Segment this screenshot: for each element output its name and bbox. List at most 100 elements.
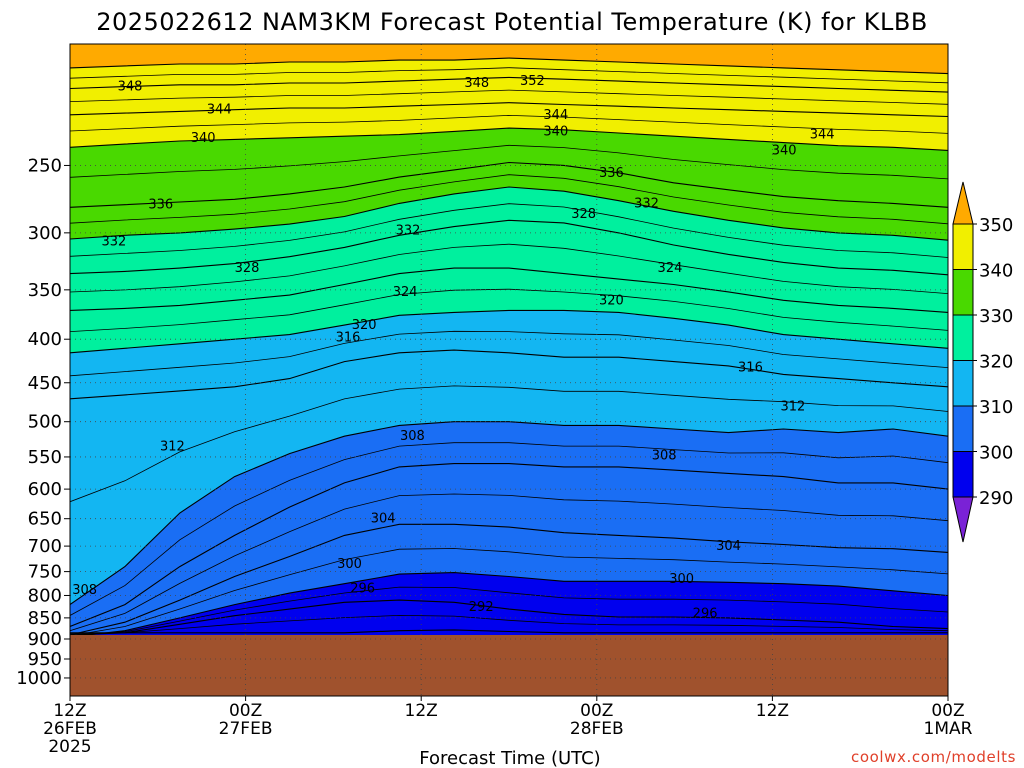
isentrope-330 [70,203,948,258]
isentrope-332 [70,186,948,241]
isentrope-324 [70,267,948,313]
isentrope-352 [70,57,948,75]
contour-label-10: 332 [634,196,659,211]
isentrope-338 [70,144,948,180]
terrain-block [70,635,948,696]
contour-label-16: 324 [658,261,683,276]
isentrope-348 [70,76,948,93]
x-axis-label: Forecast Time (UTC) [419,748,600,768]
contour-label-15: 328 [235,261,260,276]
contour-label-33: 296 [693,607,718,622]
potential-temperature-fill [70,44,948,696]
isentrope-298 [70,586,948,637]
contour-label-30: 296 [350,581,375,596]
x-tick-label-12-0: 00Z [229,701,262,721]
contour-label-27: 304 [716,539,741,554]
colorbar-band-3 [952,360,974,407]
contour-label-32: 292 [469,600,494,615]
x-tick-label-0-0: 12Z [53,701,86,721]
y-tick-label-250: 250 [28,155,62,176]
isentrope-308 [70,463,948,628]
colorbar-band-2 [952,314,974,361]
isentrope-306 [70,493,948,632]
contour-label-0: 348 [118,80,143,95]
isentrope-334 [70,174,948,225]
contour-label-8: 340 [772,143,797,158]
y-tick-label-900: 900 [28,629,62,650]
y-tick-label-750: 750 [28,562,62,583]
isentrope-310 [70,442,948,616]
y-tick-label-300: 300 [28,223,62,244]
band-fill-top [70,44,948,74]
contour-label-29: 300 [669,572,694,587]
isentrope-294 [70,614,948,635]
contour-label-25: 308 [652,449,677,464]
x-tick-label-24-0: 12Z [405,701,438,721]
isentrope-344 [70,102,948,118]
y-tick-label-400: 400 [28,329,62,350]
contour-label-24: 312 [160,440,185,455]
x-tick-label-0-2: 2025 [48,737,91,757]
contour-label-26: 304 [371,512,396,527]
colorbar-top-arrow [952,181,974,225]
contour-label-2: 340 [191,131,216,146]
x-tick-label-12-1: 27FEB [219,719,273,739]
x-tick-label-60-0: 00Z [931,701,964,721]
contour-label-12: 328 [571,207,596,222]
colorbar-bottom-arrow [952,496,974,543]
contour-label-9: 336 [599,166,624,181]
isentrope-326 [70,243,948,294]
isentrope-318 [70,330,948,377]
contour-label-18: 320 [599,293,624,308]
y-tick-label-450: 450 [28,373,62,394]
y-tick-label-1000: 1000 [16,668,62,689]
y-tick-label-600: 600 [28,479,62,500]
contour-label-5: 344 [543,108,568,123]
isentrope-320 [70,309,948,354]
contour-label-4: 352 [520,74,545,89]
isentrope-314 [70,385,948,503]
colorbar-label-300: 300 [979,443,1013,464]
isentrope-336 [70,161,948,208]
isentrope-312 [70,421,948,606]
colorbar: 350 340 330 320 310 300 290 [952,181,1013,543]
colorbar-label-340: 340 [979,261,1013,282]
x-tick-label-0-1: 26FEB [43,719,97,739]
y-tick-label-500: 500 [28,412,62,433]
isentrope-350 [70,67,948,84]
plot-frame [69,43,949,697]
x-tick-label-36-1: 28FEB [570,719,624,739]
y-tick-label-650: 650 [28,509,62,530]
y-tick-label-350: 350 [28,280,62,301]
x-tick-label-60-1: 1MAR [924,719,973,739]
isentrope-340 [70,127,948,151]
colorbar-band-4 [952,405,974,452]
isentrope-346 [70,89,948,105]
isentrope-322 [70,288,948,332]
isentrope-lines [70,57,948,638]
y-axis: 2503003504004505005506006507007508008509… [16,155,70,689]
isentrope-304 [70,523,948,636]
colorbar-band-0 [952,223,974,270]
contour-label-13: 332 [396,223,421,238]
contour-label-3: 348 [464,76,489,91]
contour-label-6: 340 [543,124,568,139]
contour-label-1: 344 [207,103,232,118]
credit-link[interactable]: coolwx.com/modelts [851,748,1016,766]
isentrope-300 [70,572,948,638]
contour-label-23: 308 [400,429,425,444]
colorbar-band-1 [952,269,974,316]
contour-label-19: 320 [352,318,377,333]
contour-label-11: 336 [148,198,173,213]
contour-label-21: 316 [738,361,763,376]
isentrope-302 [70,548,948,637]
colorbar-label-290: 290 [979,488,1013,509]
colorbar-label-350: 350 [979,215,1013,236]
y-tick-label-950: 950 [28,649,62,670]
chart-title: 2025022612 NAM3KM Forecast Potential Tem… [96,8,928,36]
x-tick-label-48-0: 12Z [756,701,789,721]
isentrope-328 [70,219,948,276]
